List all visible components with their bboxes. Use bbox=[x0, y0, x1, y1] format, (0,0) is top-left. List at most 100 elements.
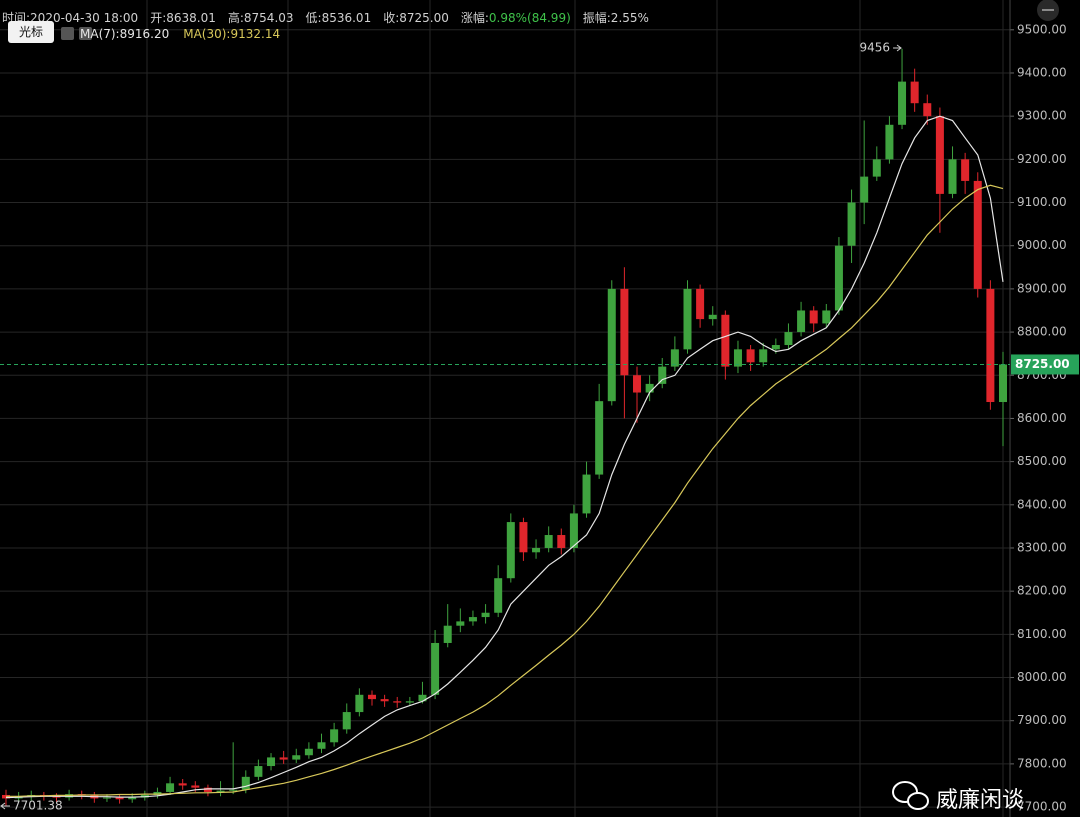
candle-body bbox=[128, 797, 137, 800]
high-label: 9456 bbox=[859, 41, 890, 55]
header-item: 0.98%(84.99) bbox=[488, 11, 571, 25]
candle-body bbox=[532, 547, 541, 553]
candle-body bbox=[443, 625, 452, 643]
y-tick-label: 9500.00 bbox=[1017, 22, 1067, 36]
header-item: 收:8725.00 bbox=[383, 11, 449, 25]
y-tick-label: 9400.00 bbox=[1017, 65, 1067, 79]
candle-body bbox=[431, 642, 440, 695]
ma-lines bbox=[5, 115, 1004, 799]
header-item: 低:8536.01 bbox=[305, 11, 372, 25]
candle-body bbox=[191, 785, 200, 788]
settings-icon[interactable] bbox=[61, 27, 74, 40]
candle-body bbox=[203, 787, 212, 792]
candle-body bbox=[569, 513, 578, 548]
close-icon[interactable] bbox=[79, 27, 92, 40]
watermark: 威廉闲谈 bbox=[936, 788, 1025, 813]
candle-body bbox=[418, 694, 427, 702]
candle-body bbox=[708, 314, 717, 320]
candle-body bbox=[506, 522, 515, 579]
high-arrowhead bbox=[896, 44, 902, 52]
candle-body bbox=[948, 159, 957, 194]
candle-body bbox=[633, 375, 642, 393]
y-tick-label: 9300.00 bbox=[1017, 109, 1067, 123]
candle-body bbox=[330, 729, 339, 743]
low-arrowhead bbox=[0, 802, 6, 810]
y-tick-label: 8300.00 bbox=[1017, 540, 1067, 554]
candle-body bbox=[393, 701, 402, 703]
y-tick-label: 8600.00 bbox=[1017, 411, 1067, 425]
candle-body bbox=[620, 288, 629, 376]
legend: MA(7):8916.20 MA(30):9132.14 bbox=[80, 27, 294, 41]
candle-body bbox=[834, 245, 843, 311]
grid bbox=[0, 0, 1010, 817]
candle-body bbox=[254, 766, 263, 777]
candle-body bbox=[241, 776, 250, 790]
y-tick-label: 9200.00 bbox=[1017, 152, 1067, 166]
candle-body bbox=[367, 694, 376, 700]
header-item: 振幅:2.55% bbox=[582, 11, 649, 25]
candle-body bbox=[733, 349, 742, 367]
header-item: 高:8754.03 bbox=[227, 11, 294, 25]
y-tick-label: 7700.00 bbox=[1017, 800, 1067, 814]
candle-body bbox=[342, 712, 351, 730]
y-tick-label: 9100.00 bbox=[1017, 195, 1067, 209]
y-tick-label: 7800.00 bbox=[1017, 756, 1067, 770]
candle-body bbox=[822, 310, 831, 324]
candle-body bbox=[607, 288, 616, 402]
last-price-box bbox=[1011, 354, 1079, 375]
candle-body bbox=[355, 694, 364, 713]
candle-body bbox=[670, 349, 679, 367]
y-tick-label: 8400.00 bbox=[1017, 497, 1067, 511]
wechat-icon bbox=[892, 781, 929, 810]
last-price-label: 8725.00 bbox=[1015, 357, 1070, 371]
candle-body bbox=[216, 790, 225, 792]
candle-body bbox=[317, 742, 326, 749]
cursor-button[interactable]: 光标 bbox=[8, 21, 54, 43]
candle-body bbox=[797, 310, 806, 333]
candle-body bbox=[595, 401, 604, 475]
candle-body bbox=[885, 124, 894, 160]
candle-body bbox=[898, 81, 907, 125]
candle-body bbox=[771, 345, 780, 350]
candle-body bbox=[809, 310, 818, 324]
candle-body bbox=[645, 383, 654, 393]
y-tick-label: 8800.00 bbox=[1017, 325, 1067, 339]
candle-body bbox=[872, 159, 881, 177]
candle-body bbox=[102, 797, 111, 799]
candle-body bbox=[494, 578, 503, 613]
y-tick-label: 8100.00 bbox=[1017, 627, 1067, 641]
header-item: 开:8638.01 bbox=[150, 11, 216, 25]
candle-body bbox=[658, 366, 667, 384]
candle-body bbox=[380, 699, 389, 702]
candle-body bbox=[935, 116, 944, 194]
y-tick-label: 8900.00 bbox=[1017, 281, 1067, 295]
candle-body bbox=[986, 288, 995, 403]
y-tick-label: 7900.00 bbox=[1017, 713, 1067, 727]
candle-body bbox=[784, 332, 793, 346]
header-item: 涨幅: bbox=[460, 11, 489, 25]
ma-line bbox=[6, 184, 1004, 797]
y-tick-label: 8500.00 bbox=[1017, 454, 1067, 468]
candle-body bbox=[746, 349, 755, 363]
candle-body bbox=[52, 796, 61, 798]
candle-body bbox=[292, 755, 301, 760]
candle-body bbox=[582, 474, 591, 514]
candle-body bbox=[860, 176, 869, 203]
candle-body bbox=[759, 349, 768, 363]
candle-body bbox=[923, 103, 932, 117]
candle-body bbox=[696, 288, 705, 320]
candle-body bbox=[115, 797, 124, 800]
candle-body bbox=[910, 81, 919, 104]
candle-body bbox=[229, 789, 238, 791]
candle-body bbox=[519, 522, 528, 553]
candle-body bbox=[153, 791, 162, 795]
candle-body bbox=[468, 617, 477, 622]
candle-body bbox=[267, 757, 276, 767]
candle-body bbox=[279, 757, 288, 760]
ohlc-header: 时间:2020-04-30 18:00 开:8638.01 高:8754.03 低:8… bbox=[2, 9, 661, 26]
candle-body bbox=[683, 288, 692, 350]
candles bbox=[2, 48, 1007, 807]
